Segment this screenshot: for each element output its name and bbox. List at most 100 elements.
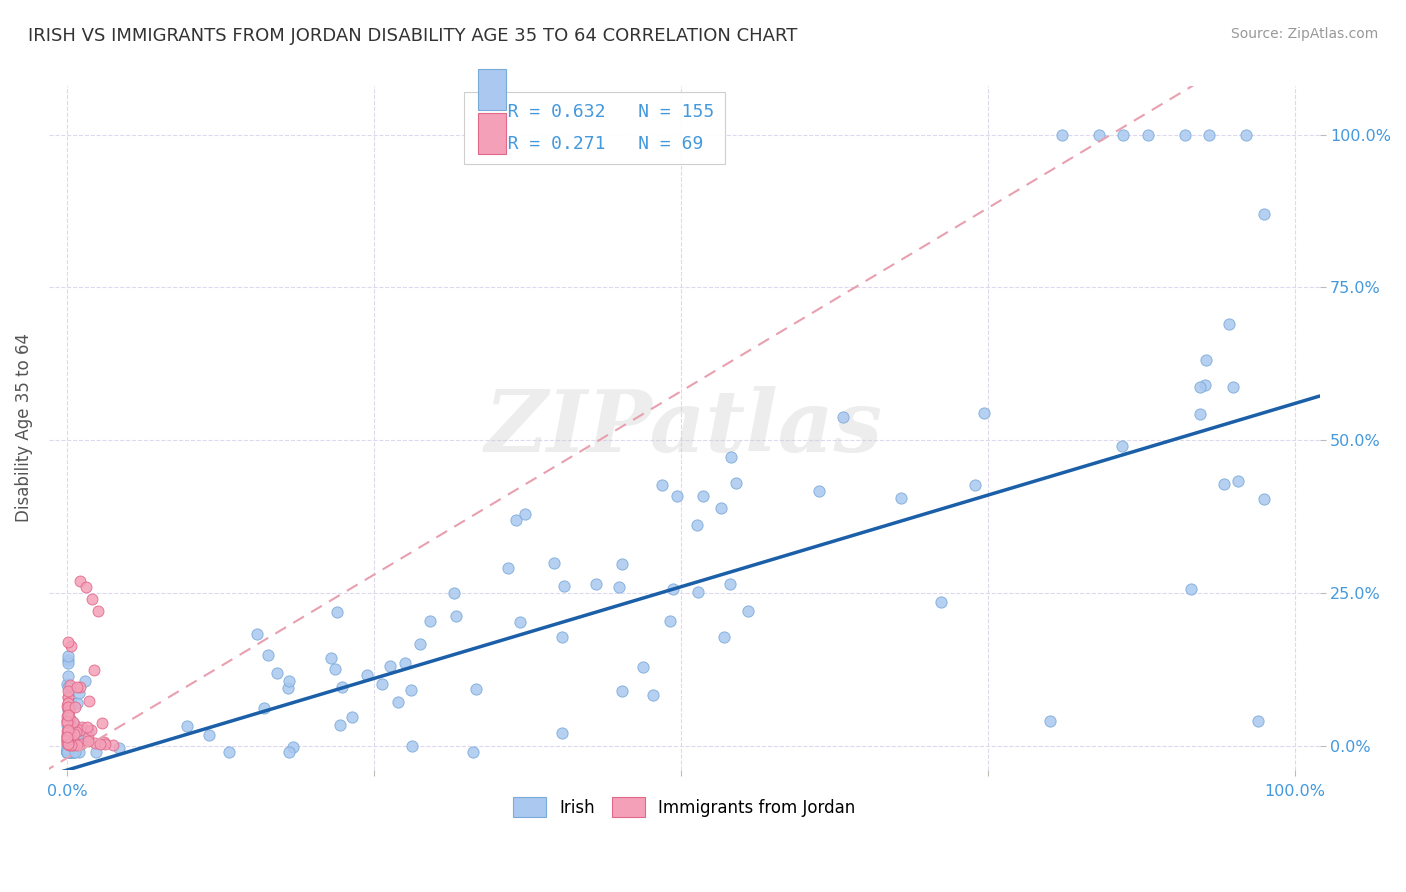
Point <box>443 586 465 600</box>
Point <box>56 745 79 759</box>
Point <box>965 477 987 491</box>
Point <box>807 484 830 499</box>
Point <box>498 560 520 574</box>
Point <box>720 450 742 465</box>
Point <box>56 737 79 751</box>
Point <box>56 707 79 722</box>
Point <box>58 705 80 719</box>
Point <box>266 666 288 681</box>
Point <box>65 724 87 739</box>
Point <box>60 719 83 733</box>
Point <box>60 730 83 744</box>
Point <box>58 745 80 759</box>
Point <box>56 714 79 729</box>
Point <box>58 710 80 724</box>
Point <box>725 476 748 491</box>
Point <box>60 735 83 749</box>
Point <box>246 626 269 640</box>
Point <box>58 713 80 727</box>
Point <box>973 406 995 420</box>
Point <box>56 699 79 714</box>
Point <box>56 732 79 747</box>
FancyBboxPatch shape <box>478 69 506 110</box>
Point <box>686 584 709 599</box>
Point <box>56 741 79 756</box>
Point <box>56 702 79 716</box>
Point <box>77 694 100 708</box>
Point <box>56 745 79 759</box>
Point <box>253 700 276 714</box>
Point <box>58 726 80 740</box>
Point <box>108 741 131 756</box>
Point <box>56 635 79 649</box>
Point <box>63 716 86 731</box>
Point <box>76 723 98 738</box>
Point <box>1136 128 1159 142</box>
Point <box>56 745 79 759</box>
Point <box>56 745 79 759</box>
Point <box>56 745 79 759</box>
Point <box>59 723 82 738</box>
Point <box>62 738 84 752</box>
Point <box>551 630 574 644</box>
Point <box>58 703 80 717</box>
FancyBboxPatch shape <box>478 113 506 154</box>
Point <box>59 745 82 759</box>
Point <box>56 745 79 759</box>
Point <box>58 741 80 756</box>
Point <box>56 729 79 743</box>
Point <box>56 709 79 723</box>
Point <box>73 729 96 743</box>
Point <box>1195 353 1218 368</box>
Point <box>56 717 79 731</box>
Point <box>56 728 79 742</box>
Point <box>77 730 100 744</box>
Point <box>58 736 80 750</box>
Point <box>90 716 112 731</box>
Point <box>58 703 80 717</box>
Point <box>56 731 79 746</box>
Point <box>278 673 301 688</box>
Point <box>56 745 79 759</box>
Point <box>329 718 352 732</box>
Point <box>461 745 484 759</box>
Point <box>58 690 80 705</box>
Point <box>444 608 467 623</box>
Point <box>60 721 83 735</box>
Text: Source: ZipAtlas.com: Source: ZipAtlas.com <box>1230 27 1378 41</box>
Point <box>56 745 79 759</box>
Point <box>67 686 90 700</box>
Point <box>89 738 111 752</box>
Point <box>86 745 108 759</box>
Point <box>93 737 115 751</box>
Point <box>831 409 853 424</box>
Point <box>553 579 575 593</box>
Point <box>643 688 665 702</box>
Point <box>281 739 304 754</box>
Point <box>83 663 105 677</box>
Point <box>58 745 80 759</box>
Point <box>256 648 278 663</box>
Point <box>612 558 634 572</box>
Point <box>56 734 79 748</box>
Point <box>60 745 83 759</box>
Point <box>1173 128 1195 142</box>
Point <box>76 721 98 735</box>
Point <box>56 745 79 759</box>
Point <box>59 738 82 752</box>
Point <box>56 730 79 744</box>
Point <box>1112 128 1135 142</box>
Point <box>56 739 79 754</box>
Point <box>56 745 79 759</box>
Point <box>69 680 91 694</box>
Point <box>56 744 79 758</box>
Point <box>651 478 673 492</box>
Point <box>60 745 83 759</box>
Point <box>197 728 219 742</box>
Point <box>75 674 97 689</box>
Point <box>59 733 82 747</box>
Point <box>401 739 423 754</box>
Point <box>80 723 103 737</box>
Point <box>607 581 630 595</box>
Point <box>56 745 79 759</box>
